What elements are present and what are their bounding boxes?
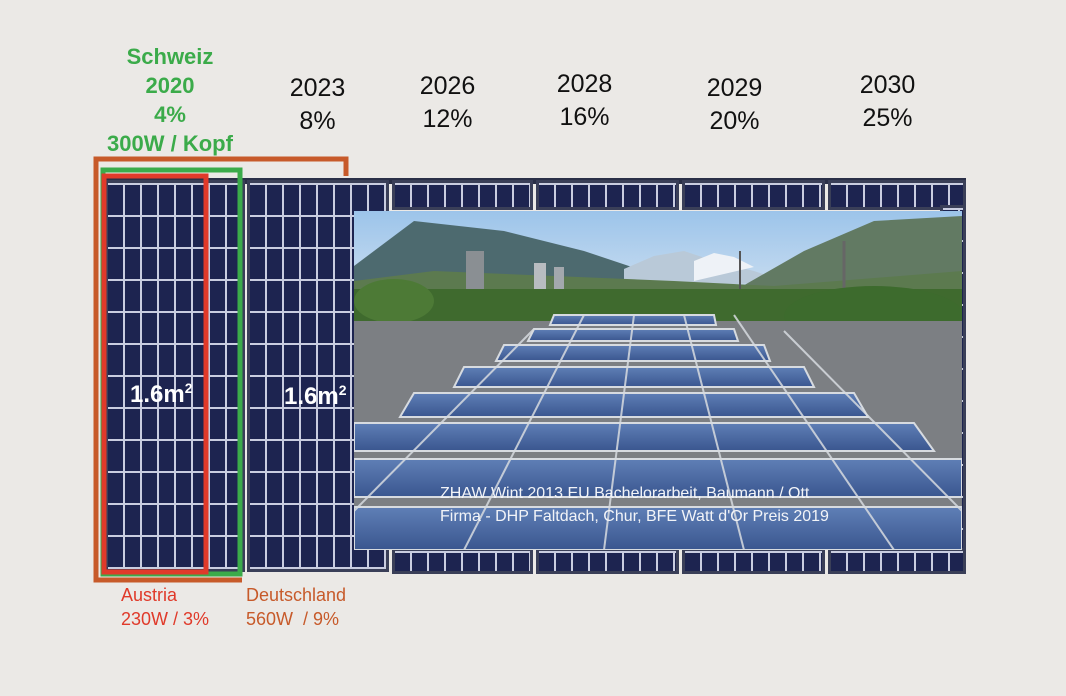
schweiz-box bbox=[100, 167, 243, 577]
milestone-year: 2029 bbox=[706, 74, 763, 102]
austria-label: Austria 230W / 3% bbox=[121, 583, 209, 631]
deutschland-value: 560W / 9% bbox=[246, 609, 340, 629]
milestone-2028: 2028 16% bbox=[537, 68, 632, 134]
photo-caption-line1: ZHAW Wint 2013 EU Bachelorarbeit, Bauman… bbox=[440, 485, 810, 502]
austria-value: 230W / 3% bbox=[121, 609, 210, 629]
solar-panel-3-top bbox=[392, 180, 533, 210]
solar-panel-5-top bbox=[682, 180, 825, 210]
milestone-percent: 16% bbox=[559, 103, 610, 131]
milestone-year: 2023 bbox=[289, 74, 346, 102]
milestone-2029: 2029 20% bbox=[687, 72, 782, 138]
panel-area-label-2: 1.6m2 bbox=[284, 382, 347, 410]
rooftop-solar-photo: ZHAW Wint 2013 EU Bachelorarbeit, Bauman… bbox=[354, 211, 962, 550]
milestone-percent: 25% bbox=[862, 104, 913, 132]
solar-panel-4-top bbox=[536, 180, 679, 210]
photo-caption: ZHAW Wint 2013 EU Bachelorarbeit, Bauman… bbox=[440, 482, 829, 528]
milestone-year: 2030 bbox=[859, 71, 916, 99]
schweiz-per-capita: 300W / Kopf bbox=[107, 131, 233, 156]
milestone-year: 2026 bbox=[419, 72, 476, 100]
austria-box bbox=[101, 173, 209, 575]
milestone-year: 2028 bbox=[556, 70, 613, 98]
schweiz-country: Schweiz bbox=[126, 44, 214, 69]
panel-area-label-1: 1.6m2 bbox=[130, 380, 193, 408]
deutschland-label: Deutschland 560W / 9% bbox=[246, 583, 346, 631]
schweiz-year: 2020 bbox=[145, 73, 195, 98]
photo-caption-line2: Firma - DHP Faltdach, Chur, BFE Watt d'O… bbox=[440, 508, 829, 525]
photo-illustration bbox=[354, 211, 962, 550]
solar-panel-6-top bbox=[828, 180, 966, 210]
milestone-2026: 2026 12% bbox=[400, 70, 495, 136]
milestone-percent: 20% bbox=[709, 107, 760, 135]
deutschland-bracket bbox=[93, 156, 349, 583]
milestone-2030: 2030 25% bbox=[840, 69, 935, 135]
panel-row-top-rail bbox=[104, 178, 966, 184]
deutschland-name: Deutschland bbox=[246, 585, 347, 605]
austria-name: Austria bbox=[121, 585, 178, 605]
solar-panel-1 bbox=[105, 180, 245, 572]
milestone-percent: 8% bbox=[299, 107, 336, 135]
milestone-percent: 12% bbox=[422, 105, 473, 133]
milestone-2023: 2023 8% bbox=[270, 72, 365, 138]
schweiz-heading: Schweiz 2020 4% 300W / Kopf bbox=[90, 42, 250, 158]
schweiz-percent: 4% bbox=[154, 102, 186, 127]
